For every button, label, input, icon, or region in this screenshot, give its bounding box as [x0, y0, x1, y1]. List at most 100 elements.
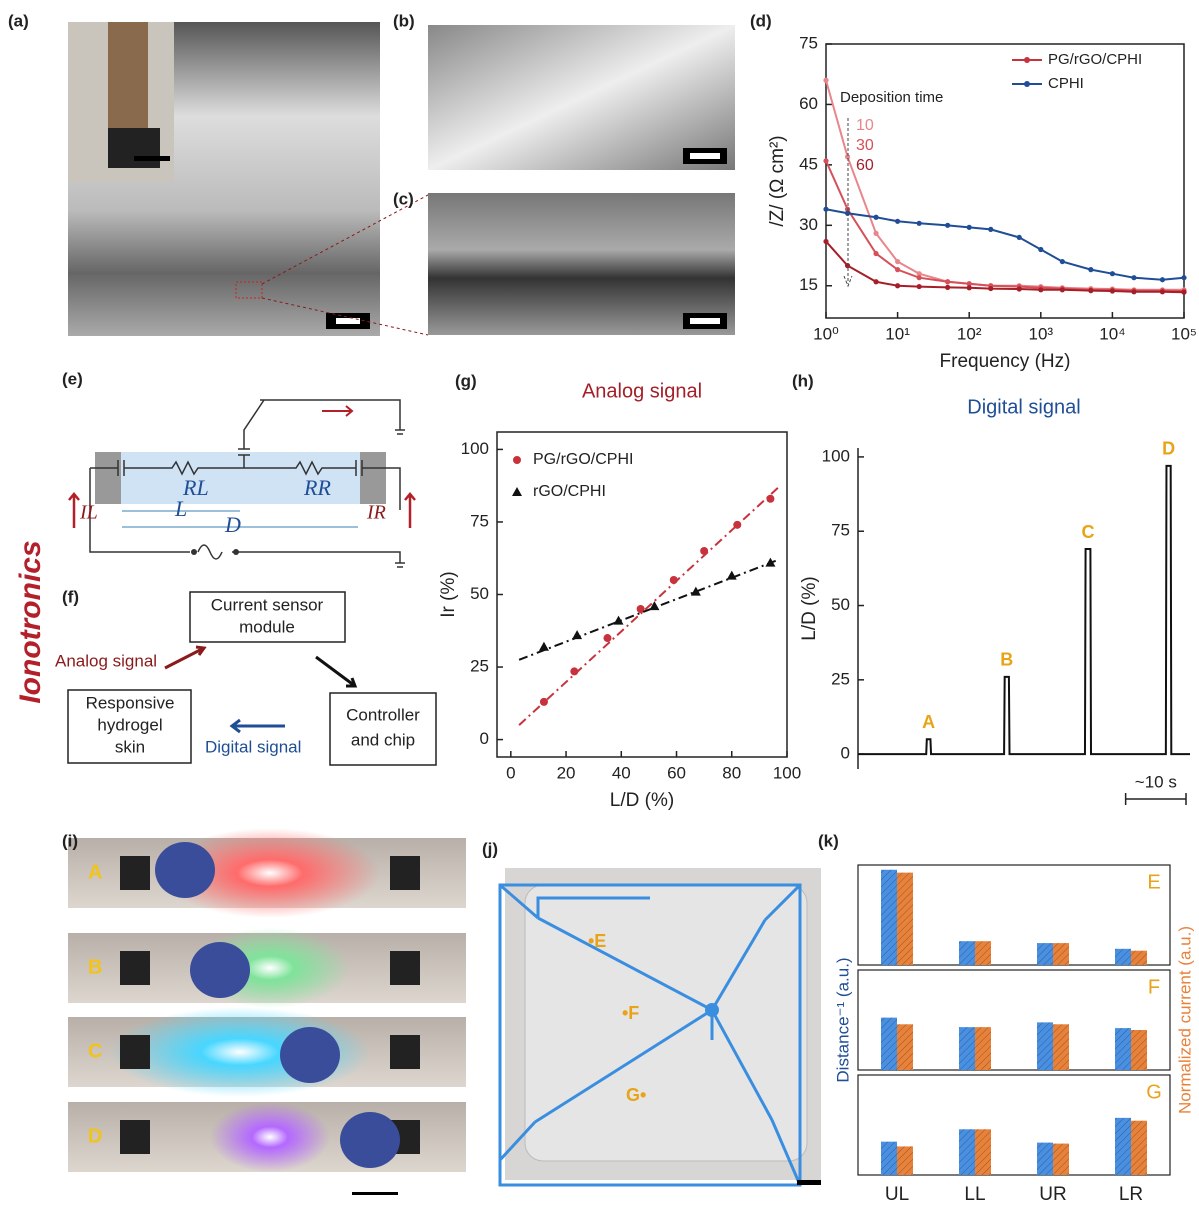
bar-hatch — [1037, 1143, 1053, 1175]
bar-hatch — [881, 1142, 897, 1175]
point — [988, 227, 993, 232]
flow-arrow — [232, 720, 285, 732]
bar-hatch — [881, 1018, 897, 1070]
panel-label: (i) — [62, 831, 78, 850]
y-axis-label: Distance⁻¹ (a.u.) — [833, 957, 852, 1082]
flow-text: hydrogel — [97, 715, 162, 734]
node — [191, 549, 197, 555]
side-title: Ionotronics — [14, 540, 47, 703]
point — [823, 239, 828, 244]
flow-text: skin — [115, 737, 145, 756]
point — [603, 634, 611, 642]
bar-hatch — [959, 1027, 975, 1070]
scale-bar — [134, 156, 170, 161]
flow-text: Controller — [346, 705, 420, 724]
flow-label: Digital signal — [205, 737, 301, 756]
point-label: G• — [626, 1085, 646, 1105]
point — [614, 616, 624, 625]
scale-bar — [1126, 793, 1186, 805]
flow-text: and chip — [351, 730, 415, 749]
y-tick-label: 15 — [799, 275, 818, 294]
y-axis-label: Ir (%) — [438, 571, 459, 617]
point — [823, 207, 828, 212]
peak-label: C — [1081, 522, 1094, 542]
legend-marker — [1024, 81, 1030, 87]
x-tick-label: 10³ — [1029, 324, 1054, 343]
point-label: •F — [622, 1003, 639, 1023]
clip — [390, 1035, 420, 1069]
panel-label: (c) — [393, 189, 414, 208]
point-label: •E — [588, 931, 606, 951]
series-line — [826, 80, 1184, 290]
y-tick-label: 0 — [480, 729, 489, 748]
clip — [390, 951, 420, 985]
finger — [190, 942, 250, 998]
point — [1131, 289, 1136, 294]
panel-label: (b) — [393, 11, 415, 30]
point — [917, 275, 922, 280]
point — [1131, 275, 1136, 280]
scale-bar — [690, 153, 720, 159]
point — [873, 231, 878, 236]
point — [727, 571, 737, 580]
legend-marker — [512, 487, 522, 496]
flow-arrow — [316, 657, 355, 686]
node — [233, 549, 239, 555]
point — [1088, 267, 1093, 272]
x-tick-label: UL — [885, 1184, 909, 1205]
finger — [280, 1027, 340, 1083]
panel-label: F — [1148, 976, 1160, 998]
point — [570, 667, 578, 675]
x-tick-label: LR — [1119, 1184, 1143, 1205]
photo-label: C — [88, 1040, 102, 1062]
bar-hatch — [1115, 1028, 1131, 1070]
panel-label: (f) — [62, 587, 79, 606]
ac-source — [198, 545, 222, 559]
x-tick-label: 60 — [667, 763, 686, 782]
point — [917, 221, 922, 226]
point — [1060, 259, 1065, 264]
point — [766, 495, 774, 503]
bar-hatch — [1115, 1118, 1131, 1175]
x-tick-label: 10⁰ — [813, 324, 839, 343]
label-l: L — [174, 496, 187, 521]
bar-hatch — [1131, 1121, 1147, 1175]
current-arrow — [322, 406, 352, 416]
y-tick-label: 45 — [799, 154, 818, 173]
point — [988, 286, 993, 291]
led-glow — [210, 1102, 330, 1172]
point — [540, 698, 548, 706]
point — [823, 158, 828, 163]
panel-label: G — [1146, 1081, 1162, 1103]
point — [823, 78, 828, 83]
y-tick-label: 100 — [822, 446, 850, 465]
node — [705, 1003, 719, 1017]
flow-box — [330, 693, 436, 765]
point — [1110, 271, 1115, 276]
y-tick-label: 30 — [799, 215, 818, 234]
electrode — [95, 452, 121, 504]
series-label: 60 — [856, 157, 874, 174]
chart-title: Analog signal — [582, 380, 702, 402]
plot-frame — [497, 432, 787, 757]
flow-text: Current sensor — [211, 595, 324, 614]
series-label: 30 — [856, 137, 874, 154]
electrode — [360, 452, 386, 504]
peak-label: B — [1000, 650, 1013, 670]
point — [670, 576, 678, 584]
legend-label: CPHI — [1048, 75, 1084, 92]
panel-label: (h) — [792, 371, 814, 390]
point — [1160, 277, 1165, 282]
bar-hatch — [897, 873, 913, 965]
point — [1017, 286, 1022, 291]
bar-hatch — [881, 870, 897, 965]
legend-marker — [513, 456, 521, 464]
point — [1181, 275, 1186, 280]
legend-marker — [1024, 57, 1030, 63]
point — [1038, 247, 1043, 252]
fit-line — [519, 560, 779, 660]
point — [895, 219, 900, 224]
panel-label: (j) — [482, 839, 498, 858]
panel-label: (e) — [62, 369, 83, 388]
hydrogel-sheet — [525, 885, 807, 1161]
